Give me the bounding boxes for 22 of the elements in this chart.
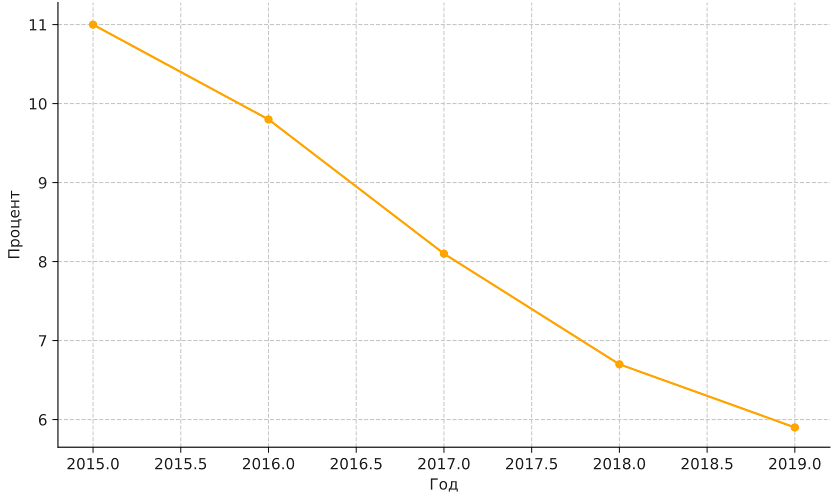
y-axis-title: Процент [8,190,23,258]
y-tick-label: 11 [30,19,46,30]
x-tick-label: 2018.5 [682,458,732,470]
y-tick-label: 7 [39,335,46,346]
point [264,115,273,124]
x-tick-label: 2017.0 [418,458,470,470]
point [88,20,98,29]
x-tick-label: 2018.0 [594,458,646,470]
x-tick-label: 2019.0 [769,458,821,470]
x-axis-title: Год [430,478,458,492]
x-tick-label: 2017.5 [506,458,558,470]
x-tick-label: 2015.0 [67,458,119,470]
point [440,250,448,258]
y-tick-label: 8 [38,256,46,268]
y-tick-label: 9 [38,177,46,189]
point [615,360,624,368]
point [790,423,799,432]
x-tick-label: 2016.0 [242,458,294,470]
y-tick-label: 6 [38,414,47,426]
x-tick-label: 2015.5 [155,458,206,470]
x-tick-label: 2016.5 [330,458,382,470]
y-tick-label: 10 [30,98,47,110]
